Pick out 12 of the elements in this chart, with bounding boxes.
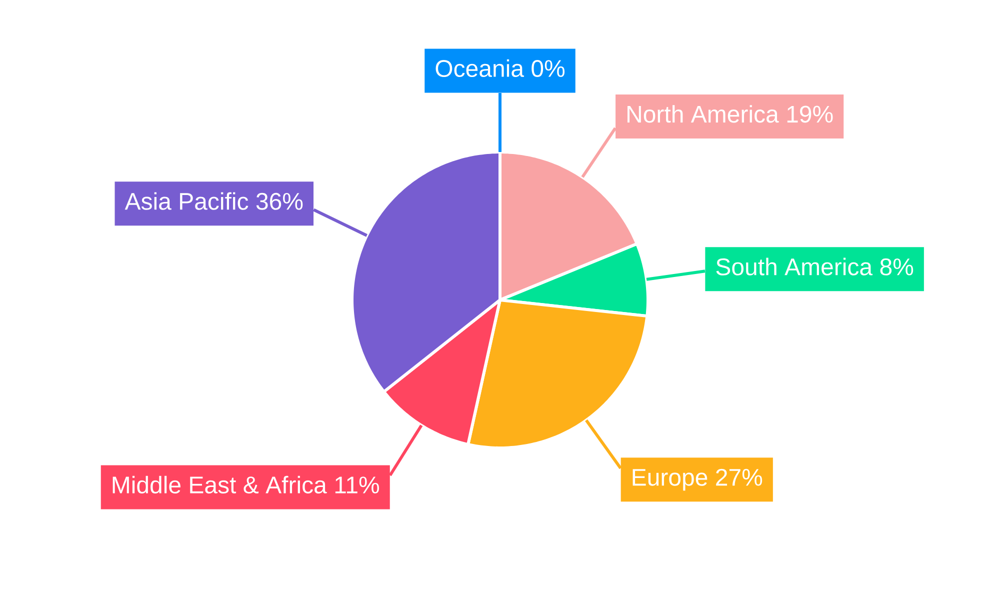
category-label: Oceania <box>436 59 524 78</box>
text: 0% <box>532 60 565 78</box>
data-label: 8% <box>880 258 914 276</box>
slice-label: Middle East & Africa <box>112 476 327 494</box>
data-label: 27% <box>716 468 762 486</box>
data-label: 36% <box>256 192 303 210</box>
slice-label: Asia Pacific <box>124 192 248 210</box>
slice-label: North America <box>628 105 779 123</box>
slice-label: Europe <box>632 469 708 491</box>
slice-label: South America <box>716 258 873 276</box>
data-label: 19% <box>787 106 833 123</box>
data-label: 11% <box>335 476 380 494</box>
